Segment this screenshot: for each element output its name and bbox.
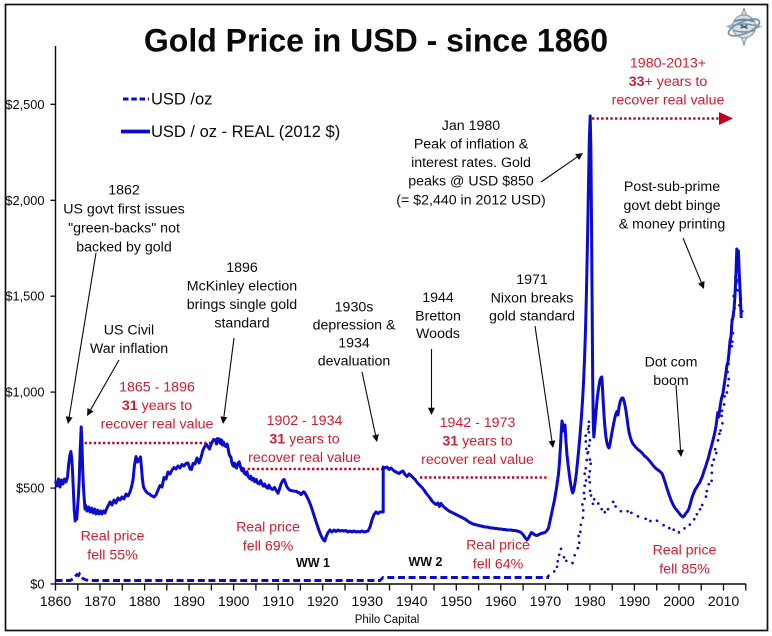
svg-text:interest rates. Gold: interest rates. Gold bbox=[411, 155, 531, 171]
svg-text:fell 85%: fell 85% bbox=[659, 562, 710, 578]
svg-text:USD / oz - REAL (2012 $): USD / oz - REAL (2012 $) bbox=[151, 123, 340, 141]
svg-text:devaluation: devaluation bbox=[318, 354, 391, 370]
svg-text:Real price: Real price bbox=[466, 538, 530, 554]
svg-text:War inflation: War inflation bbox=[90, 341, 168, 357]
svg-text:1980: 1980 bbox=[574, 594, 606, 610]
svg-text:1930s: 1930s bbox=[335, 300, 374, 316]
svg-text:1865 - 1896: 1865 - 1896 bbox=[119, 380, 195, 396]
svg-text:1990: 1990 bbox=[619, 594, 651, 610]
svg-text:gold standard: gold standard bbox=[489, 309, 575, 325]
svg-text:Philo Capital: Philo Capital bbox=[355, 614, 420, 626]
svg-text:1971: 1971 bbox=[516, 272, 548, 288]
svg-text:31 years to: 31 years to bbox=[122, 398, 192, 414]
svg-text:1980-2013+: 1980-2013+ bbox=[630, 56, 706, 72]
svg-text:$0: $0 bbox=[30, 577, 44, 592]
svg-text:standard: standard bbox=[214, 316, 269, 332]
svg-text:Bretton: Bretton bbox=[415, 309, 461, 325]
svg-text:Jan 1980: Jan 1980 bbox=[442, 118, 500, 134]
svg-text:recover real value: recover real value bbox=[421, 452, 534, 468]
svg-text:WW 1: WW 1 bbox=[296, 556, 330, 570]
svg-text:1870: 1870 bbox=[84, 594, 116, 610]
svg-text:31 years to: 31 years to bbox=[442, 434, 512, 450]
svg-text:Gold Price in USD - since 1860: Gold Price in USD - since 1860 bbox=[144, 23, 608, 59]
svg-text:(= $2,440 in 2012 USD): (= $2,440 in 2012 USD) bbox=[396, 193, 545, 209]
svg-text:Nixon breaks: Nixon breaks bbox=[491, 291, 574, 307]
svg-text:Real price: Real price bbox=[653, 543, 717, 559]
svg-text:1950: 1950 bbox=[441, 594, 473, 610]
svg-text:1900: 1900 bbox=[218, 594, 250, 610]
svg-text:US govt first issues: US govt first issues bbox=[63, 202, 184, 218]
svg-text:1960: 1960 bbox=[485, 594, 517, 610]
svg-text:$1,000: $1,000 bbox=[5, 385, 44, 400]
svg-text:$2,000: $2,000 bbox=[5, 193, 44, 208]
svg-text:1970: 1970 bbox=[530, 594, 562, 610]
svg-text:Real price: Real price bbox=[236, 520, 300, 536]
svg-text:33+ years to: 33+ years to bbox=[629, 74, 708, 90]
svg-text:recover real value: recover real value bbox=[612, 93, 725, 109]
svg-text:2010: 2010 bbox=[708, 594, 740, 610]
svg-text:recover real value: recover real value bbox=[101, 417, 214, 433]
svg-text:fell 69%: fell 69% bbox=[243, 539, 294, 555]
svg-text:1910: 1910 bbox=[262, 594, 294, 610]
svg-text:depression &: depression & bbox=[313, 318, 396, 334]
svg-text:1942 - 1973: 1942 - 1973 bbox=[440, 415, 516, 431]
svg-text:1940: 1940 bbox=[396, 594, 428, 610]
svg-text:WW 2: WW 2 bbox=[408, 555, 442, 569]
svg-text:"green-backs" not: "green-backs" not bbox=[68, 221, 180, 237]
svg-text:1890: 1890 bbox=[173, 594, 205, 610]
svg-text:1860: 1860 bbox=[40, 594, 72, 610]
svg-text:boom: boom bbox=[653, 373, 689, 389]
svg-text:1862: 1862 bbox=[108, 183, 140, 199]
svg-text:1896: 1896 bbox=[226, 260, 258, 276]
svg-text:1920: 1920 bbox=[307, 594, 339, 610]
svg-text:backed by gold: backed by gold bbox=[76, 240, 171, 256]
svg-text:govt debt binge: govt debt binge bbox=[623, 198, 720, 214]
svg-text:brings single gold: brings single gold bbox=[187, 297, 297, 313]
svg-text:2000: 2000 bbox=[663, 594, 695, 610]
svg-text:& money printing: & money printing bbox=[619, 217, 725, 233]
svg-text:Peak of inflation &: Peak of inflation & bbox=[414, 137, 529, 153]
svg-text:fell 55%: fell 55% bbox=[87, 548, 138, 564]
svg-text:1930: 1930 bbox=[351, 594, 383, 610]
svg-text:Post-sub-prime: Post-sub-prime bbox=[624, 179, 720, 195]
svg-text:$2,500: $2,500 bbox=[5, 97, 44, 112]
svg-text:1880: 1880 bbox=[129, 594, 161, 610]
svg-text:Woods: Woods bbox=[416, 326, 460, 342]
svg-text:Dot com: Dot com bbox=[645, 355, 698, 371]
svg-text:1944: 1944 bbox=[422, 290, 454, 306]
svg-text:1902 - 1934: 1902 - 1934 bbox=[267, 413, 343, 429]
svg-text:Real price: Real price bbox=[81, 529, 145, 545]
svg-text:1934: 1934 bbox=[338, 336, 370, 352]
svg-text:$500: $500 bbox=[16, 481, 44, 496]
svg-text:$1,500: $1,500 bbox=[5, 289, 44, 304]
svg-text:peaks @ USD $850: peaks @ USD $850 bbox=[408, 174, 534, 190]
svg-text:31 years to: 31 years to bbox=[269, 432, 339, 448]
svg-text:USD /oz: USD /oz bbox=[151, 91, 212, 109]
svg-text:fell 64%: fell 64% bbox=[473, 557, 524, 573]
svg-text:McKinley election: McKinley election bbox=[187, 279, 297, 295]
svg-text:US Civil: US Civil bbox=[104, 323, 154, 339]
svg-text:recover real value: recover real value bbox=[248, 450, 361, 466]
